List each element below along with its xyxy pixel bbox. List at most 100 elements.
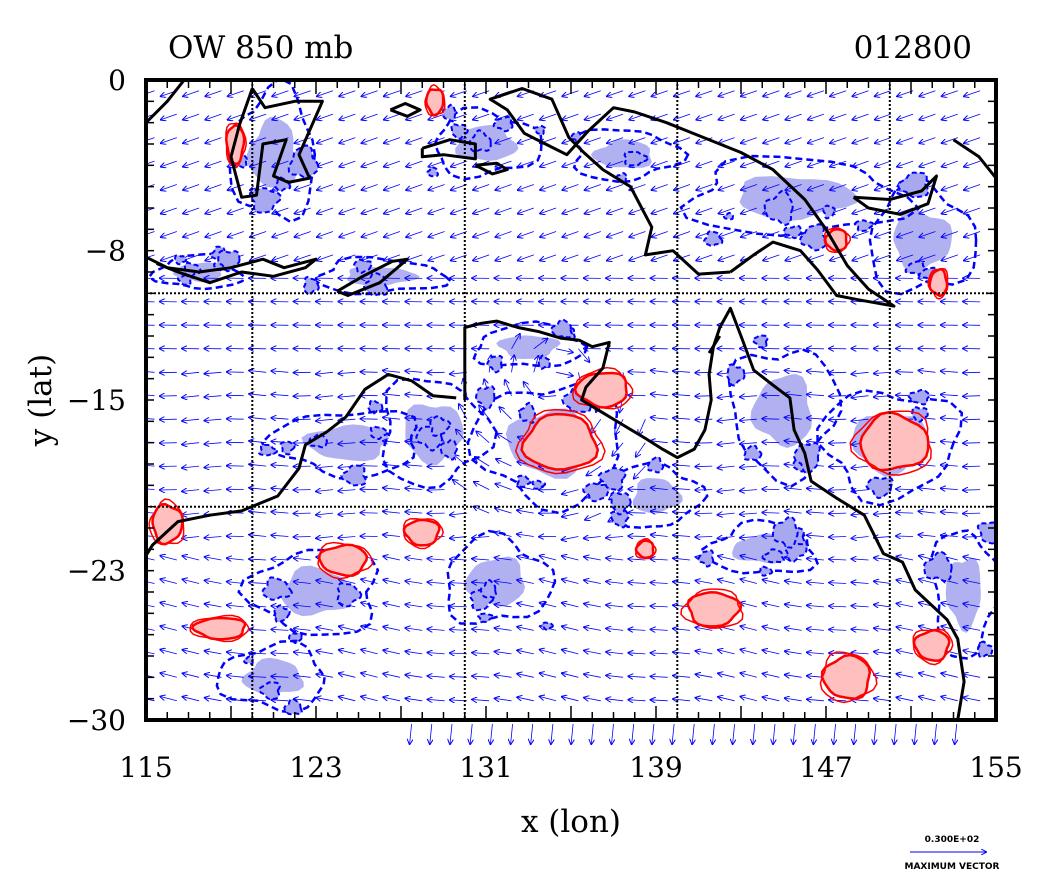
- wind-vector-282: [496, 254, 512, 261]
- wind-vector-56: [540, 113, 557, 120]
- wind-vector-77: [161, 137, 177, 144]
- wind-vector-160: [317, 184, 334, 191]
- y-axis-label: y (lat): [23, 354, 59, 447]
- negative-cell-9-0: [283, 697, 303, 716]
- positive-outline-8: [571, 366, 634, 410]
- negative-contour-13: [228, 80, 317, 224]
- max-vector-value: 0.300E+02: [925, 835, 980, 845]
- wind-vector-21: [607, 90, 624, 97]
- negative-cell-12-1: [450, 123, 469, 140]
- wind-vector-298: [853, 254, 869, 261]
- wind-vector-573: [205, 443, 222, 444]
- wind-vector-149: [919, 160, 936, 167]
- wind-vector-719: [919, 511, 936, 513]
- wind-vector-959: [339, 673, 356, 678]
- negative-cell-0-1: [516, 474, 532, 488]
- wind-vector-145: [830, 160, 847, 167]
- wind-vector-468: [405, 371, 423, 372]
- bottom-arrow: [571, 723, 573, 744]
- wind-vector-480: [673, 371, 691, 372]
- wind-vector-46: [317, 113, 334, 120]
- wind-vector-621: [428, 466, 445, 467]
- wind-vector-645: [963, 466, 981, 467]
- negative-cell-16-1: [976, 521, 996, 545]
- wind-vector-35: [919, 90, 936, 97]
- wind-vector-665: [562, 489, 579, 495]
- wind-vector-661: [474, 482, 490, 490]
- wind-vector-704: [585, 512, 601, 520]
- wind-vector-749: [740, 537, 757, 538]
- positive-outline-9: [635, 537, 657, 560]
- wind-vector-103: [741, 137, 758, 144]
- wind-vector-146: [853, 160, 869, 167]
- wind-vector-671: [695, 490, 713, 491]
- wind-vector-927: [472, 653, 490, 654]
- wind-vector-168: [496, 184, 512, 191]
- wind-vector-921: [339, 650, 356, 655]
- wind-vector-808: [361, 579, 378, 584]
- wind-vector-66: [763, 113, 780, 120]
- bottom-arrow: [753, 723, 755, 744]
- wind-vector-96: [585, 137, 601, 144]
- wind-vector-886: [405, 628, 423, 631]
- wind-vector-435: [533, 339, 548, 350]
- wind-vector-267: [161, 254, 177, 261]
- wind-vector-9: [339, 90, 356, 97]
- wind-vector-192: [183, 207, 200, 214]
- wind-vector-230: [183, 231, 200, 238]
- wind-vector-67: [786, 113, 802, 120]
- wind-vector-209: [562, 207, 579, 214]
- wind-vector-7: [295, 90, 311, 97]
- wind-vector-907: [874, 628, 891, 630]
- positive-outline-5: [680, 588, 744, 629]
- negative-cell-11-0: [623, 150, 650, 167]
- coastline-5: [336, 257, 409, 297]
- wind-vector-983: [874, 675, 891, 677]
- x-axis-label: x (lon): [521, 804, 621, 840]
- wind-vector-784: [673, 558, 691, 560]
- wind-vector-496: [182, 396, 200, 398]
- wind-vector-75: [964, 113, 981, 120]
- wind-vector-856: [584, 604, 601, 607]
- wind-vector-968: [540, 673, 557, 678]
- wind-vector-1009: [606, 699, 624, 701]
- wind-vector-1005: [517, 697, 534, 701]
- wind-vector-819: [606, 582, 624, 584]
- wind-vector-92: [496, 137, 512, 144]
- wind-vector-113: [964, 137, 981, 144]
- wind-vector-607: [963, 443, 981, 444]
- wind-vector-737: [472, 537, 490, 538]
- negative-cell-9-2: [242, 655, 254, 665]
- wind-vector-847: [383, 603, 400, 608]
- wind-vector-830: [852, 582, 869, 583]
- wind-vector-844: [316, 604, 334, 607]
- wind-vector-956: [271, 676, 289, 677]
- wind-vector-552: [591, 418, 602, 433]
- negative-cell-12-4: [532, 124, 547, 136]
- wind-vector-100: [674, 137, 691, 144]
- wind-vector-791: [829, 559, 847, 560]
- wind-vector-897: [651, 629, 668, 630]
- wind-vector-163: [384, 184, 401, 191]
- wind-vector-556: [673, 418, 691, 419]
- wind-vector-1019: [829, 700, 847, 701]
- bottom-arrow: [410, 723, 412, 744]
- wind-vector-767: [294, 558, 311, 560]
- wind-vector-50: [406, 113, 423, 120]
- wind-vector-930: [540, 650, 557, 655]
- wind-vector-764: [227, 558, 244, 560]
- wind-vector-818: [584, 580, 601, 583]
- wind-vector-239: [384, 231, 401, 238]
- wind-vector-1000: [405, 698, 423, 701]
- negative-cell-12-2: [426, 166, 440, 178]
- wind-vector-869: [874, 605, 891, 607]
- wind-vector-11: [384, 90, 401, 97]
- wind-vector-852: [495, 605, 512, 607]
- wind-vector-484: [762, 372, 780, 373]
- wind-vector-766: [271, 559, 289, 560]
- wind-vector-807: [339, 579, 356, 584]
- wind-vector-835: [963, 580, 981, 583]
- wind-vector-715: [829, 513, 847, 514]
- wind-vector-540: [316, 419, 334, 421]
- wind-vector-485: [785, 370, 802, 372]
